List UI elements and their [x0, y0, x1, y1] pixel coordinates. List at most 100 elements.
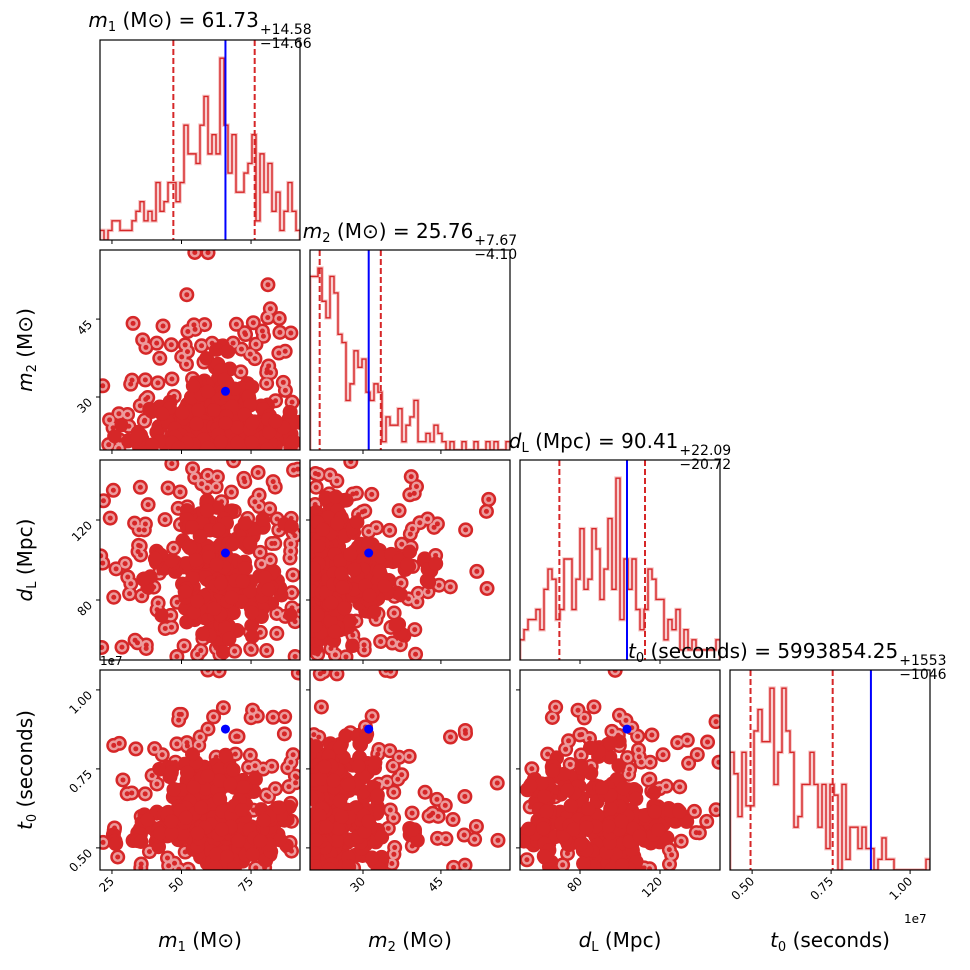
contour-panel-m1-dL	[100, 460, 300, 660]
contour-core	[143, 645, 149, 651]
contour-core	[409, 526, 415, 532]
contour-panel-m1-t0	[100, 670, 300, 870]
contour-core	[100, 383, 106, 389]
contour-core	[245, 847, 260, 862]
contour-core	[100, 644, 105, 650]
contour-core	[164, 553, 179, 568]
contour-core	[387, 748, 393, 754]
contour-core	[141, 527, 147, 533]
contour-core	[184, 519, 199, 534]
contour-core	[128, 581, 134, 587]
contour-core	[106, 442, 112, 448]
contour-core	[100, 498, 106, 504]
contour-core	[247, 752, 253, 758]
contour-core	[474, 568, 480, 574]
contour-core	[288, 330, 294, 336]
contour-core	[194, 800, 209, 815]
contour-core	[168, 342, 174, 348]
contour-core	[268, 370, 274, 376]
contour-core	[362, 508, 368, 514]
contour-core	[349, 515, 364, 530]
contour-core	[137, 403, 143, 409]
contour-core	[290, 752, 296, 758]
contour-core	[281, 731, 287, 737]
contour-core	[212, 792, 227, 807]
contour-core	[145, 438, 160, 450]
y-tick-label: 30	[74, 395, 95, 416]
contour-core	[218, 416, 233, 431]
contour-core	[224, 399, 239, 414]
contour-core	[236, 780, 251, 795]
contour-core	[238, 346, 244, 352]
contour-core	[100, 553, 104, 559]
contour-core	[264, 648, 270, 654]
contour-core	[256, 813, 271, 828]
contour-core	[160, 323, 166, 329]
contour-core	[205, 726, 211, 732]
contour-core	[119, 644, 125, 650]
contour-core	[189, 416, 204, 431]
contour-core	[191, 322, 197, 328]
contour-core	[143, 344, 149, 350]
contour-core	[222, 631, 237, 646]
contour-core	[190, 594, 205, 609]
contour-core	[272, 786, 278, 792]
contour-core	[276, 315, 282, 321]
contour-core	[277, 329, 283, 335]
contour-core	[184, 292, 190, 298]
contour-core	[447, 584, 453, 590]
contour-core	[164, 814, 179, 829]
contour-core	[171, 440, 186, 450]
contour-core	[142, 377, 148, 383]
contour-core	[268, 414, 283, 429]
histogram-panel-dL	[520, 460, 720, 660]
contour-core	[384, 779, 390, 785]
contour-core	[136, 572, 151, 587]
contour-core	[367, 605, 382, 620]
contour-core	[288, 541, 294, 547]
contour-core	[219, 749, 234, 764]
contour-core	[310, 618, 323, 633]
contour-core	[107, 429, 122, 444]
contour-core	[185, 328, 191, 334]
contour-core	[398, 580, 404, 586]
contour-core	[292, 619, 298, 625]
contour-core	[288, 759, 294, 765]
contour-core	[327, 624, 342, 639]
contour-core	[195, 627, 210, 642]
contour-core	[447, 734, 453, 740]
contour-core	[130, 320, 136, 326]
contour-core	[254, 713, 260, 719]
contour-panel-m1-m2	[100, 250, 300, 450]
contour-core	[323, 614, 338, 629]
contour-core	[425, 589, 431, 595]
contour-core	[217, 652, 223, 658]
contour-core	[280, 379, 286, 385]
x-tick-label: 25	[96, 874, 117, 895]
contour-core	[250, 320, 256, 326]
contour-core	[433, 552, 439, 558]
contour-core	[200, 384, 215, 399]
contour-core	[154, 340, 160, 346]
contour-core	[315, 522, 330, 537]
contour-core	[143, 642, 149, 648]
contour-core	[330, 516, 345, 531]
contour-core	[122, 561, 128, 567]
contour-core	[290, 529, 296, 535]
contour-core	[436, 582, 442, 588]
contour-core	[263, 792, 269, 798]
contour-core	[335, 580, 350, 595]
contour-core	[391, 610, 397, 616]
contour-core	[387, 527, 393, 533]
contour-core	[288, 848, 294, 854]
contour-core	[115, 854, 121, 860]
contour-core	[226, 762, 241, 777]
contour-core	[207, 402, 222, 417]
contour-core	[209, 557, 224, 572]
contour-core	[231, 833, 246, 848]
contour-core	[130, 428, 145, 443]
contour-core	[196, 742, 202, 748]
contour-core	[310, 607, 325, 622]
contour-core	[183, 540, 198, 555]
contour-core	[270, 714, 276, 720]
